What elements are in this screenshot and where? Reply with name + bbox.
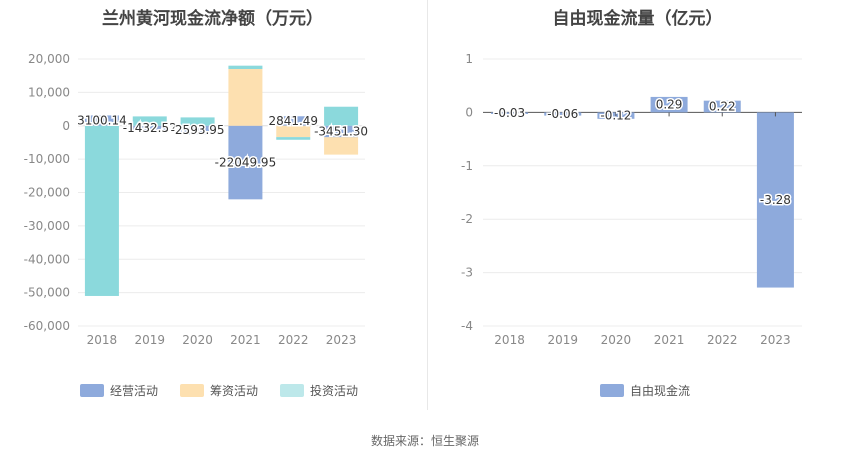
data-label: -0.12 xyxy=(600,109,631,123)
bar xyxy=(180,125,215,135)
y-tick-label: -2 xyxy=(461,212,473,226)
x-tick-label: 2020 xyxy=(601,333,632,347)
data-label: -0.06 xyxy=(547,107,578,121)
legend-label-fcf: 自由现金流 xyxy=(630,384,691,398)
charts-canvas: 20,000 10,000 0 -10,000 -20,000 -30,000 -40,00… xyxy=(24,52,802,347)
x-tick-label: 2022 xyxy=(278,333,309,347)
y-tick-label: -10,000 xyxy=(24,152,70,166)
data-label: -3.28 xyxy=(760,193,791,207)
bar xyxy=(180,117,215,126)
data-source: 数据来源：恒生聚源 xyxy=(370,434,479,448)
x-tick-label: 2021 xyxy=(230,333,261,347)
x-tick-label: 2023 xyxy=(326,333,357,347)
bar xyxy=(132,125,167,131)
data-label: -2593.95 xyxy=(171,123,225,137)
y-tick-label: -20,000 xyxy=(24,186,70,200)
x-tick-label: 2018 xyxy=(87,333,118,347)
x-tick-label: 2019 xyxy=(134,333,165,347)
x-tick-label: 2022 xyxy=(707,333,738,347)
bar xyxy=(324,137,359,155)
bar xyxy=(276,116,311,126)
chart-title-fcf: 自由现金流量（亿元） xyxy=(552,9,723,29)
legend-label-investing: 投资活动 xyxy=(310,384,359,398)
bar xyxy=(650,96,688,113)
data-label: 3100.14 xyxy=(77,114,127,128)
y-tick-label: -50,000 xyxy=(24,286,70,300)
bar xyxy=(276,137,311,140)
legend-item-operating[interactable]: 经营活动 xyxy=(80,382,158,399)
y-tick-label: -40,000 xyxy=(24,252,70,266)
bar xyxy=(84,115,119,126)
y-tick-label: -4 xyxy=(461,319,473,333)
data-label: 2841.49 xyxy=(268,114,318,128)
y-tick-label: -30,000 xyxy=(24,219,70,233)
data-label: -3451.30 xyxy=(314,125,368,139)
data-label: 0.22 xyxy=(709,100,736,114)
legend-item-fcf[interactable]: 自由现金流 xyxy=(600,382,690,399)
bar xyxy=(276,125,311,138)
data-label: -22049.95 xyxy=(215,156,277,170)
data-label: 0.29 xyxy=(656,98,683,112)
panel-divider xyxy=(427,0,428,410)
bar xyxy=(756,112,794,288)
legend-label-operating: 经营活动 xyxy=(110,384,159,398)
legend-cashflow: 经营活动 筹资活动 投资活动 xyxy=(80,382,380,399)
x-tick-label: 2021 xyxy=(654,333,685,347)
bar xyxy=(703,100,741,113)
legend-item-investing[interactable]: 投资活动 xyxy=(280,382,358,399)
bar xyxy=(228,65,263,70)
x-tick-label: 2018 xyxy=(494,333,525,347)
x-tick-label: 2019 xyxy=(547,333,578,347)
data-label: -0.03 xyxy=(494,106,525,120)
chart-title-cashflow: 兰州黄河现金流净额（万元） xyxy=(102,9,323,29)
y-tick-label: -3 xyxy=(461,266,473,280)
y-tick-label: 20,000 xyxy=(28,52,70,66)
legend-label-financing: 筹资活动 xyxy=(210,384,259,398)
data-label: -1432.52 xyxy=(123,121,177,135)
bar xyxy=(228,69,263,126)
y-tick-label: 0 xyxy=(465,105,473,119)
y-tick-label: 10,000 xyxy=(28,85,70,99)
y-tick-label: 1 xyxy=(465,52,473,66)
bar xyxy=(84,125,119,296)
bar xyxy=(324,125,359,138)
bar xyxy=(132,116,167,126)
bar xyxy=(324,106,359,126)
y-tick-label: 0 xyxy=(62,119,70,133)
legend-fcf: 自由现金流 xyxy=(600,382,712,399)
bar xyxy=(228,125,263,200)
legend-swatch-financing xyxy=(180,384,205,397)
x-tick-label: 2023 xyxy=(760,333,791,347)
legend-swatch-operating xyxy=(80,384,104,397)
legend-swatch-fcf xyxy=(600,384,624,397)
y-tick-label: -1 xyxy=(461,159,473,173)
legend-swatch-investing xyxy=(280,384,305,397)
legend-item-financing[interactable]: 筹资活动 xyxy=(180,382,258,399)
x-tick-label: 2020 xyxy=(182,333,213,347)
y-tick-label: -60,000 xyxy=(24,319,70,333)
